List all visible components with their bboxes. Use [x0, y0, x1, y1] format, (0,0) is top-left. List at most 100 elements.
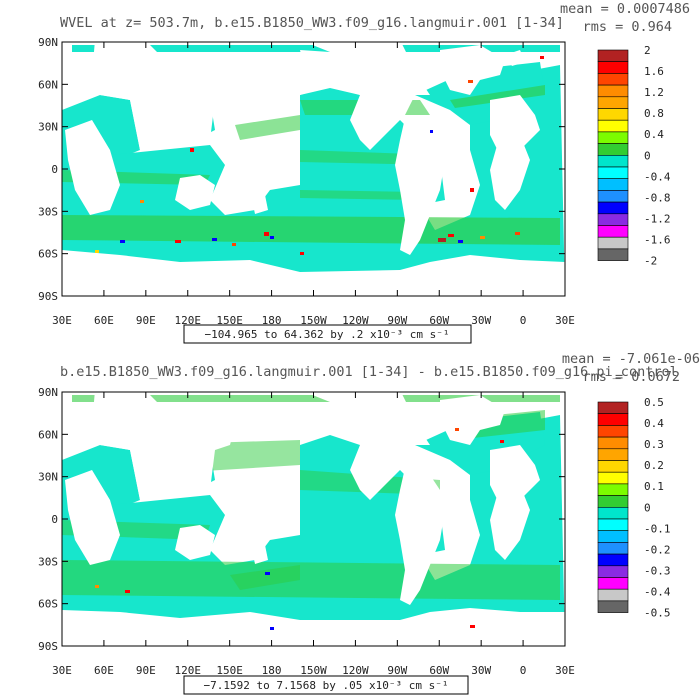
- panel-2-mean: mean = -7.061e-06: [562, 351, 700, 367]
- colorbar-swatch: [597, 96, 629, 109]
- x-tick-label: 0: [520, 314, 527, 327]
- colorbar-label: -0.3: [644, 564, 671, 577]
- x-tick-label: 120E: [175, 314, 202, 327]
- colorbar-swatch: [597, 49, 629, 62]
- x-tick-label: 30W: [471, 664, 491, 677]
- panel-1-title: WVEL at z= 503.7m, b.e15.B1850_WW3.f09_g…: [60, 15, 564, 31]
- colorbar-swatch: [597, 495, 629, 508]
- panel-1-colorbar: 2 1.6 1.2 0.8 0.4 0 -0.4 -0.8 -1.2 -1.6 -2: [597, 44, 671, 268]
- y-tick-label: 0: [51, 513, 58, 526]
- panel-1-y-ticks: 90N 60N 30N 0 30S 60S 90S: [38, 36, 565, 303]
- x-tick-label: 120W: [342, 314, 369, 327]
- colorbar-swatch: [597, 401, 629, 414]
- colorbar-label: 0.5: [644, 396, 664, 409]
- colorbar-swatch: [597, 588, 629, 602]
- panel-2-rms: rms = 0.0672: [582, 369, 680, 385]
- colorbar-swatch: [597, 73, 629, 86]
- x-tick-label: 30E: [52, 314, 72, 327]
- x-tick-label: 30E: [555, 664, 575, 677]
- colorbar-label: -1.2: [644, 212, 671, 225]
- x-tick-label: 120E: [175, 664, 202, 677]
- colorbar-swatch: [597, 518, 629, 531]
- x-tick-label: 90E: [136, 664, 156, 677]
- y-tick-label: 60N: [38, 78, 58, 91]
- y-tick-label: 30S: [38, 555, 58, 568]
- x-tick-label: 60E: [94, 314, 114, 327]
- panel-1-mean: mean = 0.0007486: [560, 1, 690, 17]
- colorbar-swatch: [597, 190, 629, 203]
- colorbar-swatch: [597, 248, 629, 261]
- x-tick-label: 90E: [136, 314, 156, 327]
- colorbar-swatch: [597, 506, 629, 520]
- panel-2-x-ticks: 30E 60E 90E 120E 150E 180 150W 120W 90W 60W 30W 0 30…: [52, 392, 575, 677]
- colorbar-label: 0.2: [644, 459, 664, 472]
- x-tick-label: 150E: [216, 664, 243, 677]
- x-tick-label: 0: [520, 664, 527, 677]
- colorbar-label: -0.4: [644, 170, 671, 183]
- colorbar-swatch: [597, 143, 629, 156]
- panel-2-range-box: [183, 675, 469, 695]
- panel-2: b.e15.B1850_WW3.f09_g16.langmuir.001 [1-…: [38, 351, 700, 695]
- panel-1-range-text: −104.965 to 64.362 by .2 x10⁻³ cm s⁻¹: [204, 328, 449, 341]
- panel-1-rms: rms = 0.964: [583, 19, 672, 35]
- y-tick-label: 30S: [38, 205, 58, 218]
- x-tick-label: 90W: [387, 664, 407, 677]
- panel-1-map: [62, 42, 565, 296]
- colorbar-swatch: [597, 448, 629, 461]
- y-tick-label: 90S: [38, 290, 58, 303]
- y-tick-label: 60N: [38, 428, 58, 441]
- colorbar-label: -0.4: [644, 586, 671, 599]
- colorbar-swatch: [597, 131, 629, 144]
- x-tick-label: 60W: [429, 314, 449, 327]
- colorbar-swatch: [597, 166, 629, 179]
- colorbar-label: -0.1: [644, 522, 671, 535]
- colorbar-label: 2: [644, 44, 651, 57]
- x-tick-label: 60E: [94, 664, 114, 677]
- colorbar-label: 0.3: [644, 438, 664, 451]
- y-tick-label: 90N: [38, 36, 58, 49]
- colorbar-swatch: [597, 61, 629, 74]
- colorbar-label: 1.6: [644, 65, 664, 78]
- panel-1: WVEL at z= 503.7m, b.e15.B1850_WW3.f09_g…: [38, 1, 690, 344]
- colorbar-label: 0.4: [644, 128, 664, 141]
- colorbar-swatch: [597, 542, 629, 555]
- colorbar-swatch: [597, 436, 629, 450]
- colorbar-label: 0: [644, 149, 651, 162]
- x-tick-label: 150W: [300, 664, 327, 677]
- x-tick-label: 30E: [52, 664, 72, 677]
- x-tick-label: 120W: [342, 664, 369, 677]
- y-tick-label: 60S: [38, 248, 58, 261]
- colorbar-swatch: [597, 213, 629, 226]
- colorbar-swatch: [597, 178, 629, 191]
- colorbar-label: -0.5: [644, 607, 671, 620]
- colorbar-swatch: [597, 471, 629, 485]
- panel-1-extremes: [95, 56, 544, 255]
- y-tick-label: 30N: [38, 471, 58, 484]
- colorbar-swatch: [597, 236, 629, 250]
- y-tick-label: 0: [51, 163, 58, 176]
- panel-1-x-ticks: 30E 60E 90E 120E 150E 180 150W 120W 90W 60W 30W 0 30…: [52, 42, 575, 327]
- colorbar-swatch: [597, 483, 629, 496]
- colorbar-label: -0.8: [644, 191, 671, 204]
- colorbar-swatch: [597, 553, 629, 567]
- y-tick-label: 60S: [38, 598, 58, 611]
- x-tick-label: 180: [262, 664, 282, 677]
- colorbar-swatch: [597, 600, 629, 613]
- colorbar-swatch: [597, 119, 629, 133]
- colorbar-swatch: [597, 201, 629, 215]
- colorbar-label: 0.4: [644, 417, 664, 430]
- colorbar-swatch: [597, 565, 629, 578]
- x-tick-label: 90W: [387, 314, 407, 327]
- colorbar-swatch: [597, 530, 629, 543]
- x-tick-label: 150E: [216, 314, 243, 327]
- colorbar-label: 0: [644, 501, 651, 514]
- x-tick-label: 30E: [555, 314, 575, 327]
- panel-2-map: [62, 392, 565, 646]
- x-tick-label: 30W: [471, 314, 491, 327]
- panel-2-extremes: [95, 428, 504, 630]
- colorbar-label: 1.2: [644, 86, 664, 99]
- colorbar-swatch: [597, 108, 629, 121]
- colorbar-swatch: [597, 225, 629, 238]
- colorbar-label: 0.1: [644, 480, 664, 493]
